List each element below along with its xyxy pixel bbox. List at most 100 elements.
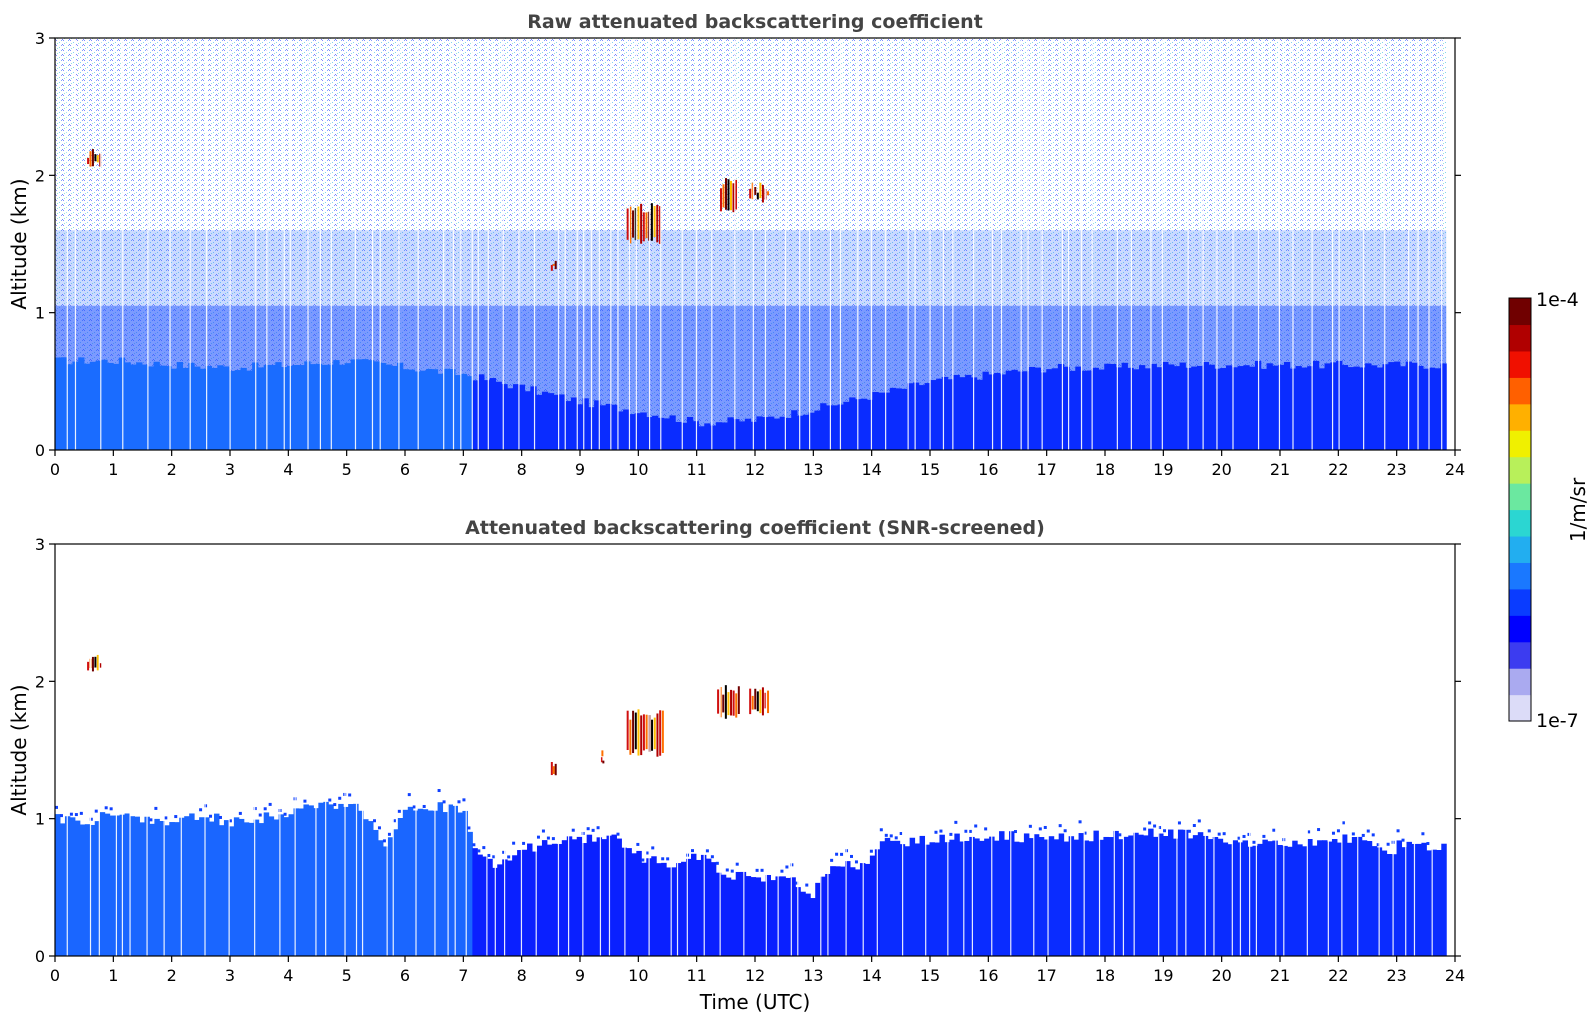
noise-pixel	[1351, 832, 1355, 836]
noise-pixel	[1028, 824, 1032, 828]
backscatter-column	[431, 369, 439, 450]
backscatter-column	[246, 370, 253, 450]
cloud-feature	[722, 694, 725, 713]
cloud-feature	[637, 709, 640, 756]
missing-profile	[355, 544, 358, 956]
missing-profile	[1378, 544, 1380, 956]
backscatter-column	[808, 412, 815, 450]
backscatter-column	[234, 370, 241, 450]
backscatter-column	[879, 841, 886, 956]
missing-profile	[686, 544, 688, 956]
backscatter-column	[1361, 840, 1368, 956]
backscatter-column	[581, 843, 588, 956]
noise-pixel	[1078, 820, 1082, 824]
backscatter-column	[60, 357, 68, 450]
backscatter-column	[810, 898, 816, 956]
backscatter-column	[288, 814, 294, 956]
backscatter-column	[1139, 365, 1146, 450]
backscatter-column	[541, 840, 548, 956]
backscatter-column	[918, 385, 926, 450]
missing-profile	[765, 544, 767, 956]
backscatter-column	[427, 810, 434, 956]
backscatter-column	[1391, 854, 1398, 956]
x-tick-label: 3	[225, 460, 235, 479]
missing-profile	[1331, 38, 1334, 450]
noise-pixel	[442, 800, 446, 804]
backscatter-column	[1138, 834, 1144, 956]
backscatter-column	[66, 364, 73, 450]
noise-pixel	[805, 883, 809, 887]
backscatter-column	[1038, 837, 1045, 956]
noise-pixel	[89, 817, 93, 821]
missing-profile	[279, 544, 281, 956]
noise-pixel	[1336, 829, 1340, 833]
noise-pixel	[348, 793, 352, 797]
y-tick-label: 2	[35, 166, 45, 185]
missing-profile	[1098, 544, 1101, 956]
backscatter-column	[830, 866, 836, 956]
backscatter-column	[1197, 832, 1204, 956]
backscatter-column	[725, 877, 732, 956]
chart-title: Raw attenuated backscattering coefficien…	[527, 11, 983, 33]
noise-pixel	[1153, 824, 1157, 828]
backscatter-column	[1396, 840, 1403, 956]
missing-profile	[494, 544, 496, 956]
backscatter-column	[217, 365, 224, 450]
backscatter-column	[104, 813, 111, 956]
backscatter-column	[1277, 844, 1283, 956]
backscatter-column	[1312, 360, 1320, 450]
backscatter-column	[802, 414, 810, 450]
missing-profile	[146, 544, 148, 956]
backscatter-column	[153, 361, 160, 450]
backscatter-column	[495, 381, 502, 450]
backscatter-column	[1078, 833, 1085, 956]
backscatter-column	[328, 804, 334, 956]
backscatter-column	[894, 840, 901, 956]
backscatter-column	[656, 863, 662, 956]
backscatter-column	[159, 820, 165, 956]
backscatter-column	[303, 804, 309, 956]
missing-profile	[1417, 38, 1419, 450]
backscatter-column	[275, 362, 282, 450]
backscatter-column	[1278, 364, 1285, 450]
noise-pixel	[710, 855, 714, 859]
backscatter-column	[1301, 367, 1308, 450]
backscatter-column	[765, 874, 771, 956]
missing-profile	[1158, 544, 1160, 956]
backscatter-column	[218, 825, 225, 956]
backscatter-column	[576, 836, 583, 956]
noise-pixel	[725, 868, 729, 872]
missing-profile	[1061, 38, 1064, 450]
missing-profile	[129, 544, 131, 956]
backscatter-column	[373, 829, 379, 956]
backscatter-column	[283, 817, 290, 956]
backscatter-column	[889, 387, 897, 450]
noise-pixel	[412, 805, 416, 809]
backscatter-column	[1217, 838, 1224, 956]
backscatter-column	[889, 840, 896, 956]
backscatter-column	[1028, 838, 1035, 956]
backscatter-column	[704, 423, 711, 450]
cloud-feature	[722, 184, 725, 208]
backscatter-column	[547, 393, 555, 450]
backscatter-column	[1376, 367, 1383, 450]
backscatter-column	[1158, 833, 1164, 956]
backscatter-column	[59, 823, 66, 956]
noise-pixel	[934, 830, 938, 834]
missing-profile	[1083, 544, 1085, 956]
missing-profile	[1384, 38, 1386, 450]
backscatter-column	[1168, 364, 1175, 450]
cloud-feature	[732, 690, 735, 716]
cloud-feature	[725, 178, 727, 210]
backscatter-column	[586, 834, 593, 956]
backscatter-column	[1242, 840, 1248, 956]
backscatter-column	[843, 401, 850, 450]
backscatter-column	[385, 364, 392, 450]
noise-pixel	[730, 869, 734, 873]
backscatter-column	[315, 363, 323, 450]
backscatter-column	[939, 834, 945, 956]
backscatter-column	[666, 867, 672, 956]
noise-pixel	[467, 826, 471, 830]
missing-profile	[1249, 544, 1251, 956]
backscatter-column	[1177, 829, 1184, 956]
